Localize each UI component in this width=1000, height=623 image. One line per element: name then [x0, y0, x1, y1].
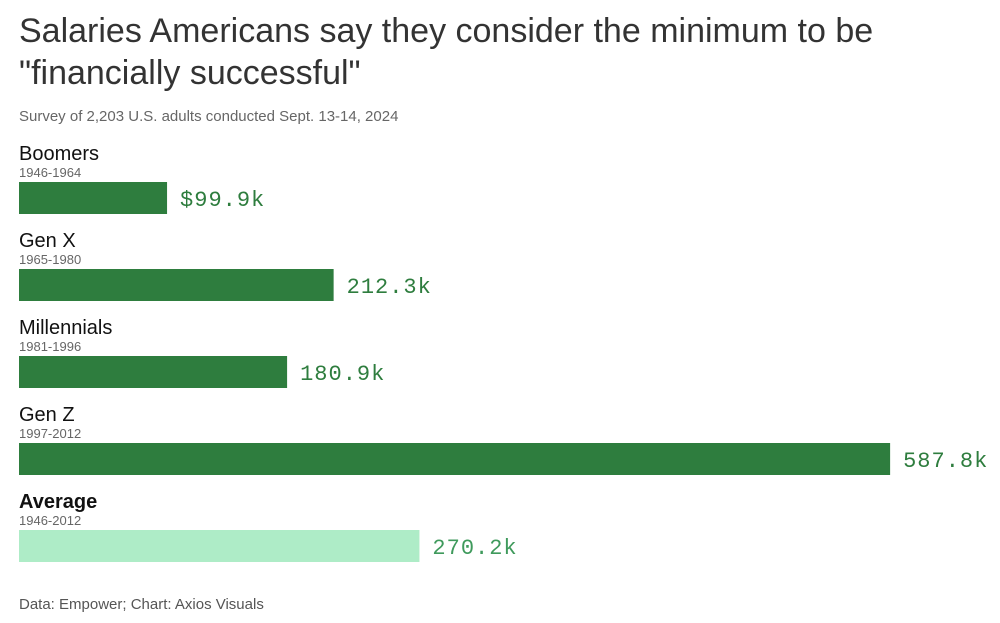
- bar: [19, 356, 288, 388]
- category-range-label: 1981-1996: [19, 339, 81, 354]
- category-label: Average: [19, 491, 97, 513]
- category-label: Gen X: [19, 230, 76, 252]
- category-range-label: 1946-1964: [19, 165, 81, 180]
- average-bar: [19, 530, 420, 562]
- category-label: Gen Z: [19, 404, 75, 426]
- source-note: Data: Empower; Chart: Axios Visuals: [19, 596, 264, 613]
- value-label: 212.3k: [347, 275, 432, 300]
- chart-subtitle: Survey of 2,203 U.S. adults conducted Se…: [19, 108, 399, 125]
- chart-title: Salaries Americans say they consider the…: [19, 12, 874, 92]
- category-range-label: 1965-1980: [19, 252, 81, 267]
- bar: [19, 443, 891, 475]
- value-label: 587.8k: [903, 449, 988, 474]
- value-label: $99.9k: [180, 188, 265, 213]
- bar: [19, 182, 168, 214]
- category-label: Millennials: [19, 317, 112, 339]
- bar: [19, 269, 334, 301]
- value-label: 180.9k: [300, 362, 385, 387]
- category-range-label: 1997-2012: [19, 426, 81, 441]
- category-range-label: 1946-2012: [19, 513, 81, 528]
- value-label: 270.2k: [432, 536, 517, 561]
- category-label: Boomers: [19, 143, 99, 165]
